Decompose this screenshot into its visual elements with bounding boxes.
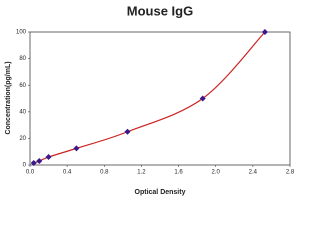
data-point xyxy=(73,145,80,152)
x-tick-label: 2.4 xyxy=(249,170,258,176)
plot-area xyxy=(29,31,291,166)
y-tick-label: 60 xyxy=(19,83,26,89)
x-tick-label: 1.2 xyxy=(137,170,146,176)
x-tick-label: 0.0 xyxy=(26,170,35,176)
data-point xyxy=(36,158,43,165)
data-point xyxy=(45,154,52,161)
x-tick-label: 2.0 xyxy=(212,170,221,176)
y-tick-label: 100 xyxy=(16,30,27,36)
y-tick-label: 0 xyxy=(23,163,27,169)
y-tick-label: 20 xyxy=(19,136,26,142)
x-tick-label: 1.6 xyxy=(174,170,183,176)
data-point xyxy=(124,128,131,135)
x-tick-label: 0.4 xyxy=(63,170,72,176)
x-tick-label: 2.8 xyxy=(286,170,295,176)
data-point xyxy=(199,95,206,102)
data-point xyxy=(30,160,37,167)
x-axis-label: Optical Density xyxy=(135,189,186,196)
y-tick-label: 80 xyxy=(19,56,26,62)
x-tick-label: 0.8 xyxy=(100,170,109,176)
y-axis-label: Concentration(pg/mL) xyxy=(5,61,12,134)
chart: Mouse IgG Optical Density Concentration(… xyxy=(5,3,295,196)
chart-title: Mouse IgG xyxy=(127,3,193,18)
data-point xyxy=(261,29,268,35)
y-tick-label: 40 xyxy=(19,109,26,115)
